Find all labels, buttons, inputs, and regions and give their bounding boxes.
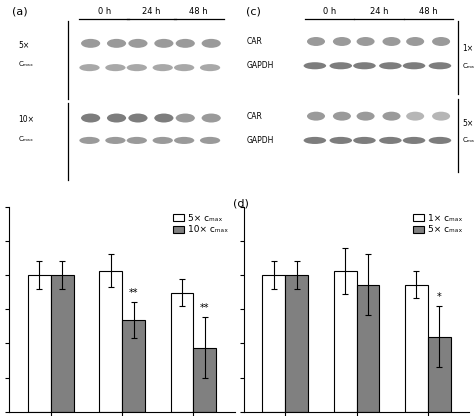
Ellipse shape: [406, 111, 424, 121]
Ellipse shape: [79, 64, 100, 71]
Ellipse shape: [174, 137, 194, 144]
Ellipse shape: [356, 111, 374, 121]
Ellipse shape: [432, 111, 450, 121]
Text: 48 h: 48 h: [419, 7, 438, 16]
Bar: [100, 271, 122, 412]
Ellipse shape: [79, 137, 100, 144]
Ellipse shape: [333, 111, 351, 121]
Legend: 1× cₘₐₓ, 5× cₘₐₓ: 1× cₘₐₓ, 5× cₘₐₓ: [410, 211, 465, 237]
Ellipse shape: [107, 39, 126, 48]
Text: 5×: 5×: [18, 41, 30, 50]
Bar: [356, 285, 379, 412]
Ellipse shape: [329, 137, 352, 144]
Bar: [28, 275, 51, 412]
Text: GAPDH: GAPDH: [246, 61, 273, 70]
Ellipse shape: [333, 37, 351, 46]
Ellipse shape: [200, 64, 220, 71]
Ellipse shape: [432, 37, 450, 46]
Text: (d): (d): [233, 198, 248, 208]
Ellipse shape: [304, 137, 326, 144]
Ellipse shape: [200, 137, 220, 144]
Text: 24 h: 24 h: [370, 7, 388, 16]
Ellipse shape: [127, 64, 147, 71]
Ellipse shape: [329, 62, 352, 69]
Text: 0 h: 0 h: [98, 7, 111, 16]
Text: GAPDH: GAPDH: [246, 136, 273, 145]
Ellipse shape: [307, 37, 325, 46]
Ellipse shape: [383, 111, 401, 121]
Text: 24 h: 24 h: [142, 7, 161, 16]
Text: Cₘₐₓ: Cₘₐₓ: [18, 61, 34, 67]
Ellipse shape: [428, 62, 451, 69]
Bar: [428, 337, 451, 412]
Bar: [193, 347, 216, 412]
Ellipse shape: [406, 37, 424, 46]
Ellipse shape: [128, 114, 147, 122]
Text: 48 h: 48 h: [190, 7, 208, 16]
Ellipse shape: [105, 64, 126, 71]
Ellipse shape: [155, 114, 173, 122]
Ellipse shape: [356, 37, 374, 46]
Text: *: *: [437, 292, 442, 302]
Ellipse shape: [353, 137, 376, 144]
Ellipse shape: [428, 137, 451, 144]
Bar: [285, 275, 308, 412]
Text: (a): (a): [12, 6, 27, 16]
Ellipse shape: [379, 137, 401, 144]
Ellipse shape: [353, 62, 376, 69]
Ellipse shape: [153, 64, 173, 71]
Ellipse shape: [127, 137, 147, 144]
Ellipse shape: [403, 62, 425, 69]
Text: 1×: 1×: [463, 45, 474, 54]
Ellipse shape: [176, 114, 195, 122]
Ellipse shape: [128, 39, 147, 48]
Text: Cₘₐₓ: Cₘₐₓ: [463, 137, 474, 144]
Text: **: **: [129, 288, 138, 298]
Ellipse shape: [201, 114, 221, 122]
Text: Cₘₐₓ: Cₘₐₓ: [18, 136, 34, 141]
Text: CAR: CAR: [246, 37, 262, 46]
Ellipse shape: [174, 64, 194, 71]
Bar: [334, 271, 356, 412]
Ellipse shape: [176, 39, 195, 48]
Ellipse shape: [379, 62, 401, 69]
Text: Cₘₐₓ: Cₘₐₓ: [463, 63, 474, 69]
Bar: [122, 320, 145, 412]
Legend: 5× cₘₐₓ, 10× cₘₐₓ: 5× cₘₐₓ, 10× cₘₐₓ: [170, 211, 230, 237]
Ellipse shape: [81, 114, 100, 122]
Ellipse shape: [201, 39, 221, 48]
Ellipse shape: [307, 111, 325, 121]
Text: 0 h: 0 h: [323, 7, 336, 16]
Text: **: **: [200, 303, 210, 313]
Ellipse shape: [304, 62, 326, 69]
Text: 10×: 10×: [18, 115, 35, 124]
Ellipse shape: [81, 39, 100, 48]
Ellipse shape: [153, 137, 173, 144]
Text: CAR: CAR: [246, 111, 262, 121]
Bar: [263, 275, 285, 412]
Ellipse shape: [155, 39, 173, 48]
Text: 5×: 5×: [463, 119, 474, 128]
Bar: [405, 285, 428, 412]
Ellipse shape: [105, 137, 126, 144]
Text: (c): (c): [246, 6, 261, 16]
Bar: [171, 293, 193, 412]
Bar: [51, 275, 73, 412]
Ellipse shape: [383, 37, 401, 46]
Ellipse shape: [403, 137, 425, 144]
Ellipse shape: [107, 114, 126, 122]
